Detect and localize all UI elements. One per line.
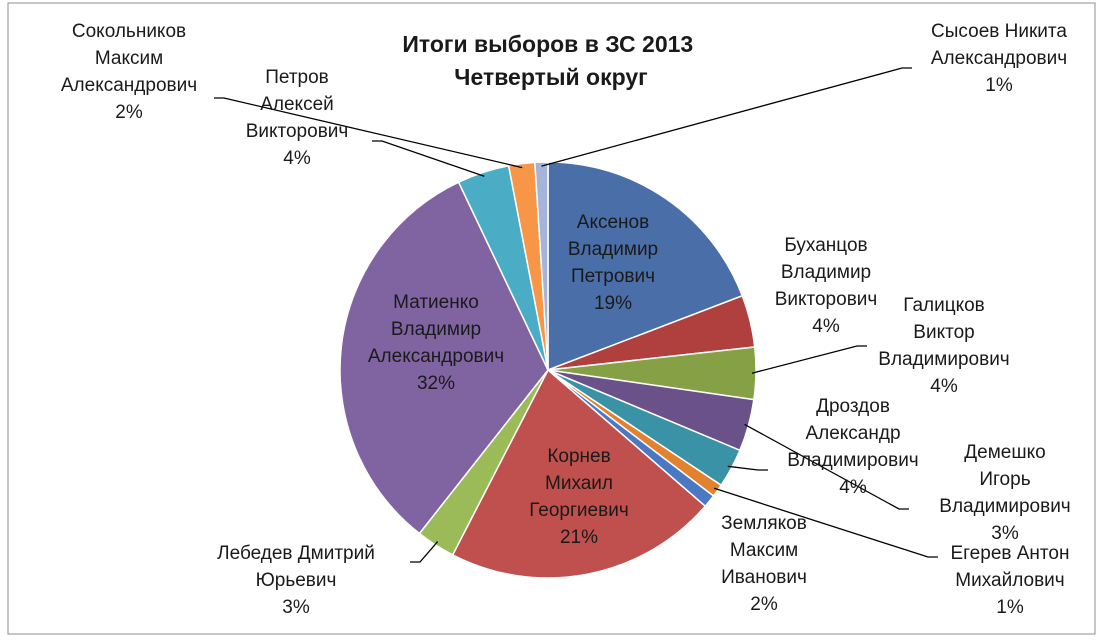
data-label-percent: 1%	[985, 75, 1013, 96]
data-label-name-line: Максим	[730, 540, 798, 561]
data-label-name-line: Галицков	[903, 295, 985, 316]
leader-line-егерев-антон-михайлович	[714, 487, 938, 558]
data-label-percent: 4%	[839, 477, 867, 498]
data-label-буханцов-владимир-викторович: Буханцов Владимир Викторович 4%	[775, 235, 878, 337]
data-label-корнев-михаил-георгиевич: Корнев Михаил Георгиевич 21%	[529, 446, 628, 548]
data-label-демешко-игорь-владимирович: Демешко Игорь Владимирович 3%	[939, 442, 1070, 544]
leader-line-сысоев-никита-александрович	[541, 67, 912, 167]
data-label-name-line: Буханцов	[784, 235, 867, 256]
data-label-петров-алексей-викторович: Петров Алексей Викторович 4%	[246, 67, 349, 169]
data-label-сокольников-максим-александрович: Сокольников Максим Александрович 2%	[61, 21, 197, 123]
data-label-name-line: Земляков	[721, 513, 807, 534]
data-label-percent: 19%	[594, 293, 632, 314]
pie-slice-сысоев-никита-александрович	[534, 161, 549, 371]
chart-title: Итоги выборов в ЗС 2013 Четвертый округ	[402, 31, 699, 90]
data-label-name-line: Александрович	[931, 48, 1067, 69]
data-label-егерев-антон-михайлович: Егерев Антон Михайлович 1%	[951, 543, 1070, 618]
pie-slices	[339, 161, 757, 579]
data-label-percent: 3%	[282, 597, 310, 618]
data-label-name-line: Егерев Антон	[951, 543, 1070, 564]
data-label-земляков-максим-иванович: Земляков Максим Иванович 2%	[721, 513, 807, 615]
data-label-name-line: Сысоев Никита	[931, 21, 1067, 42]
data-label-name-line: Александр	[805, 423, 900, 444]
data-label-лебедев-дмитрий-юрьевич: Лебедев Дмитрий Юрьевич 3%	[217, 543, 375, 618]
data-label-дроздов-александр-владимирович: Дроздов Александр Владимирович 4%	[787, 396, 918, 498]
chart-title-line-2: Четвертый округ	[454, 64, 647, 90]
data-label-percent: 4%	[812, 316, 840, 337]
leader-line-лебедев-дмитрий-юрьевич	[410, 541, 439, 563]
data-label-percent: 4%	[283, 148, 311, 169]
chart-title-line-1: Итоги выборов в ЗС 2013	[402, 31, 693, 57]
data-label-percent: 2%	[750, 594, 778, 615]
data-labels: Аксенов Владимир Петрович 19% Буханцов Владим…	[61, 21, 1071, 618]
data-label-name-line: Лебедев Дмитрий	[217, 543, 375, 564]
data-label-percent: 3%	[991, 523, 1019, 544]
data-label-name-line: Михайлович	[955, 570, 1064, 591]
data-label-name-line: Владимирович	[939, 496, 1070, 517]
data-label-name-line: Викторович	[775, 289, 878, 310]
data-label-name-line: Александрович	[61, 75, 197, 96]
data-label-name-line: Петров	[265, 67, 329, 88]
data-label-name-line: Сокольников	[72, 21, 186, 42]
data-label-name-line: Владимир	[568, 239, 658, 260]
pie-slice-аксенов-владимир-петрович	[547, 161, 744, 372]
data-label-сысоев-никита-александрович: Сысоев Никита Александрович 1%	[931, 21, 1068, 96]
data-label-name-line: Виктор	[913, 322, 974, 343]
data-label-name-line: Иванович	[721, 567, 807, 588]
data-label-name-line: Демешко	[964, 442, 1045, 463]
data-label-name-line: Владимир	[781, 262, 871, 283]
data-label-name-line: Корнев	[547, 446, 610, 467]
leader-line-дроздов-александр-владимирович	[744, 423, 909, 510]
data-label-name-line: Александрович	[368, 346, 504, 367]
data-label-name-line: Владимирович	[787, 450, 918, 471]
data-label-name-line: Игорь	[979, 469, 1030, 490]
leader-line-петров-алексей-викторович	[372, 140, 485, 177]
leader-line-демешко-игорь-владимирович	[727, 465, 768, 471]
data-label-матиенко-владимир-александрович: Матиенко Владимир Александрович 32%	[368, 292, 504, 394]
pie-slice-матиенко-владимир-александрович	[339, 181, 549, 535]
data-label-name-line: Викторович	[246, 121, 349, 142]
data-label-name-line: Петрович	[571, 266, 655, 287]
data-label-name-line: Максим	[95, 48, 163, 69]
data-label-галицков-виктор-владимирович: Галицков Виктор Владимирович 4%	[878, 295, 1009, 397]
data-label-name-line: Владимирович	[878, 349, 1009, 370]
data-label-name-line: Матиенко	[393, 292, 479, 313]
data-label-name-line: Дроздов	[816, 396, 890, 417]
data-label-percent: 4%	[930, 376, 958, 397]
leader-line-галицков-виктор-владимирович	[751, 345, 867, 374]
data-label-percent: 1%	[996, 597, 1024, 618]
leader-line-сокольников-максим-александрович	[214, 97, 523, 169]
pie-slice-корнев-михаил-георгиевич	[451, 368, 707, 579]
data-label-percent: 21%	[560, 527, 598, 548]
data-label-name-line: Юрьевич	[256, 570, 337, 591]
data-label-percent: 32%	[417, 373, 455, 394]
data-label-name-line: Алексей	[260, 94, 334, 115]
data-label-аксенов-владимир-петрович: Аксенов Владимир Петрович 19%	[568, 212, 658, 314]
data-label-name-line: Владимир	[391, 319, 481, 340]
data-label-name-line: Михаил	[545, 473, 613, 494]
data-label-name-line: Георгиевич	[529, 500, 628, 521]
data-label-name-line: Аксенов	[577, 212, 649, 233]
leader-lines	[214, 67, 938, 563]
data-label-percent: 2%	[115, 102, 143, 123]
